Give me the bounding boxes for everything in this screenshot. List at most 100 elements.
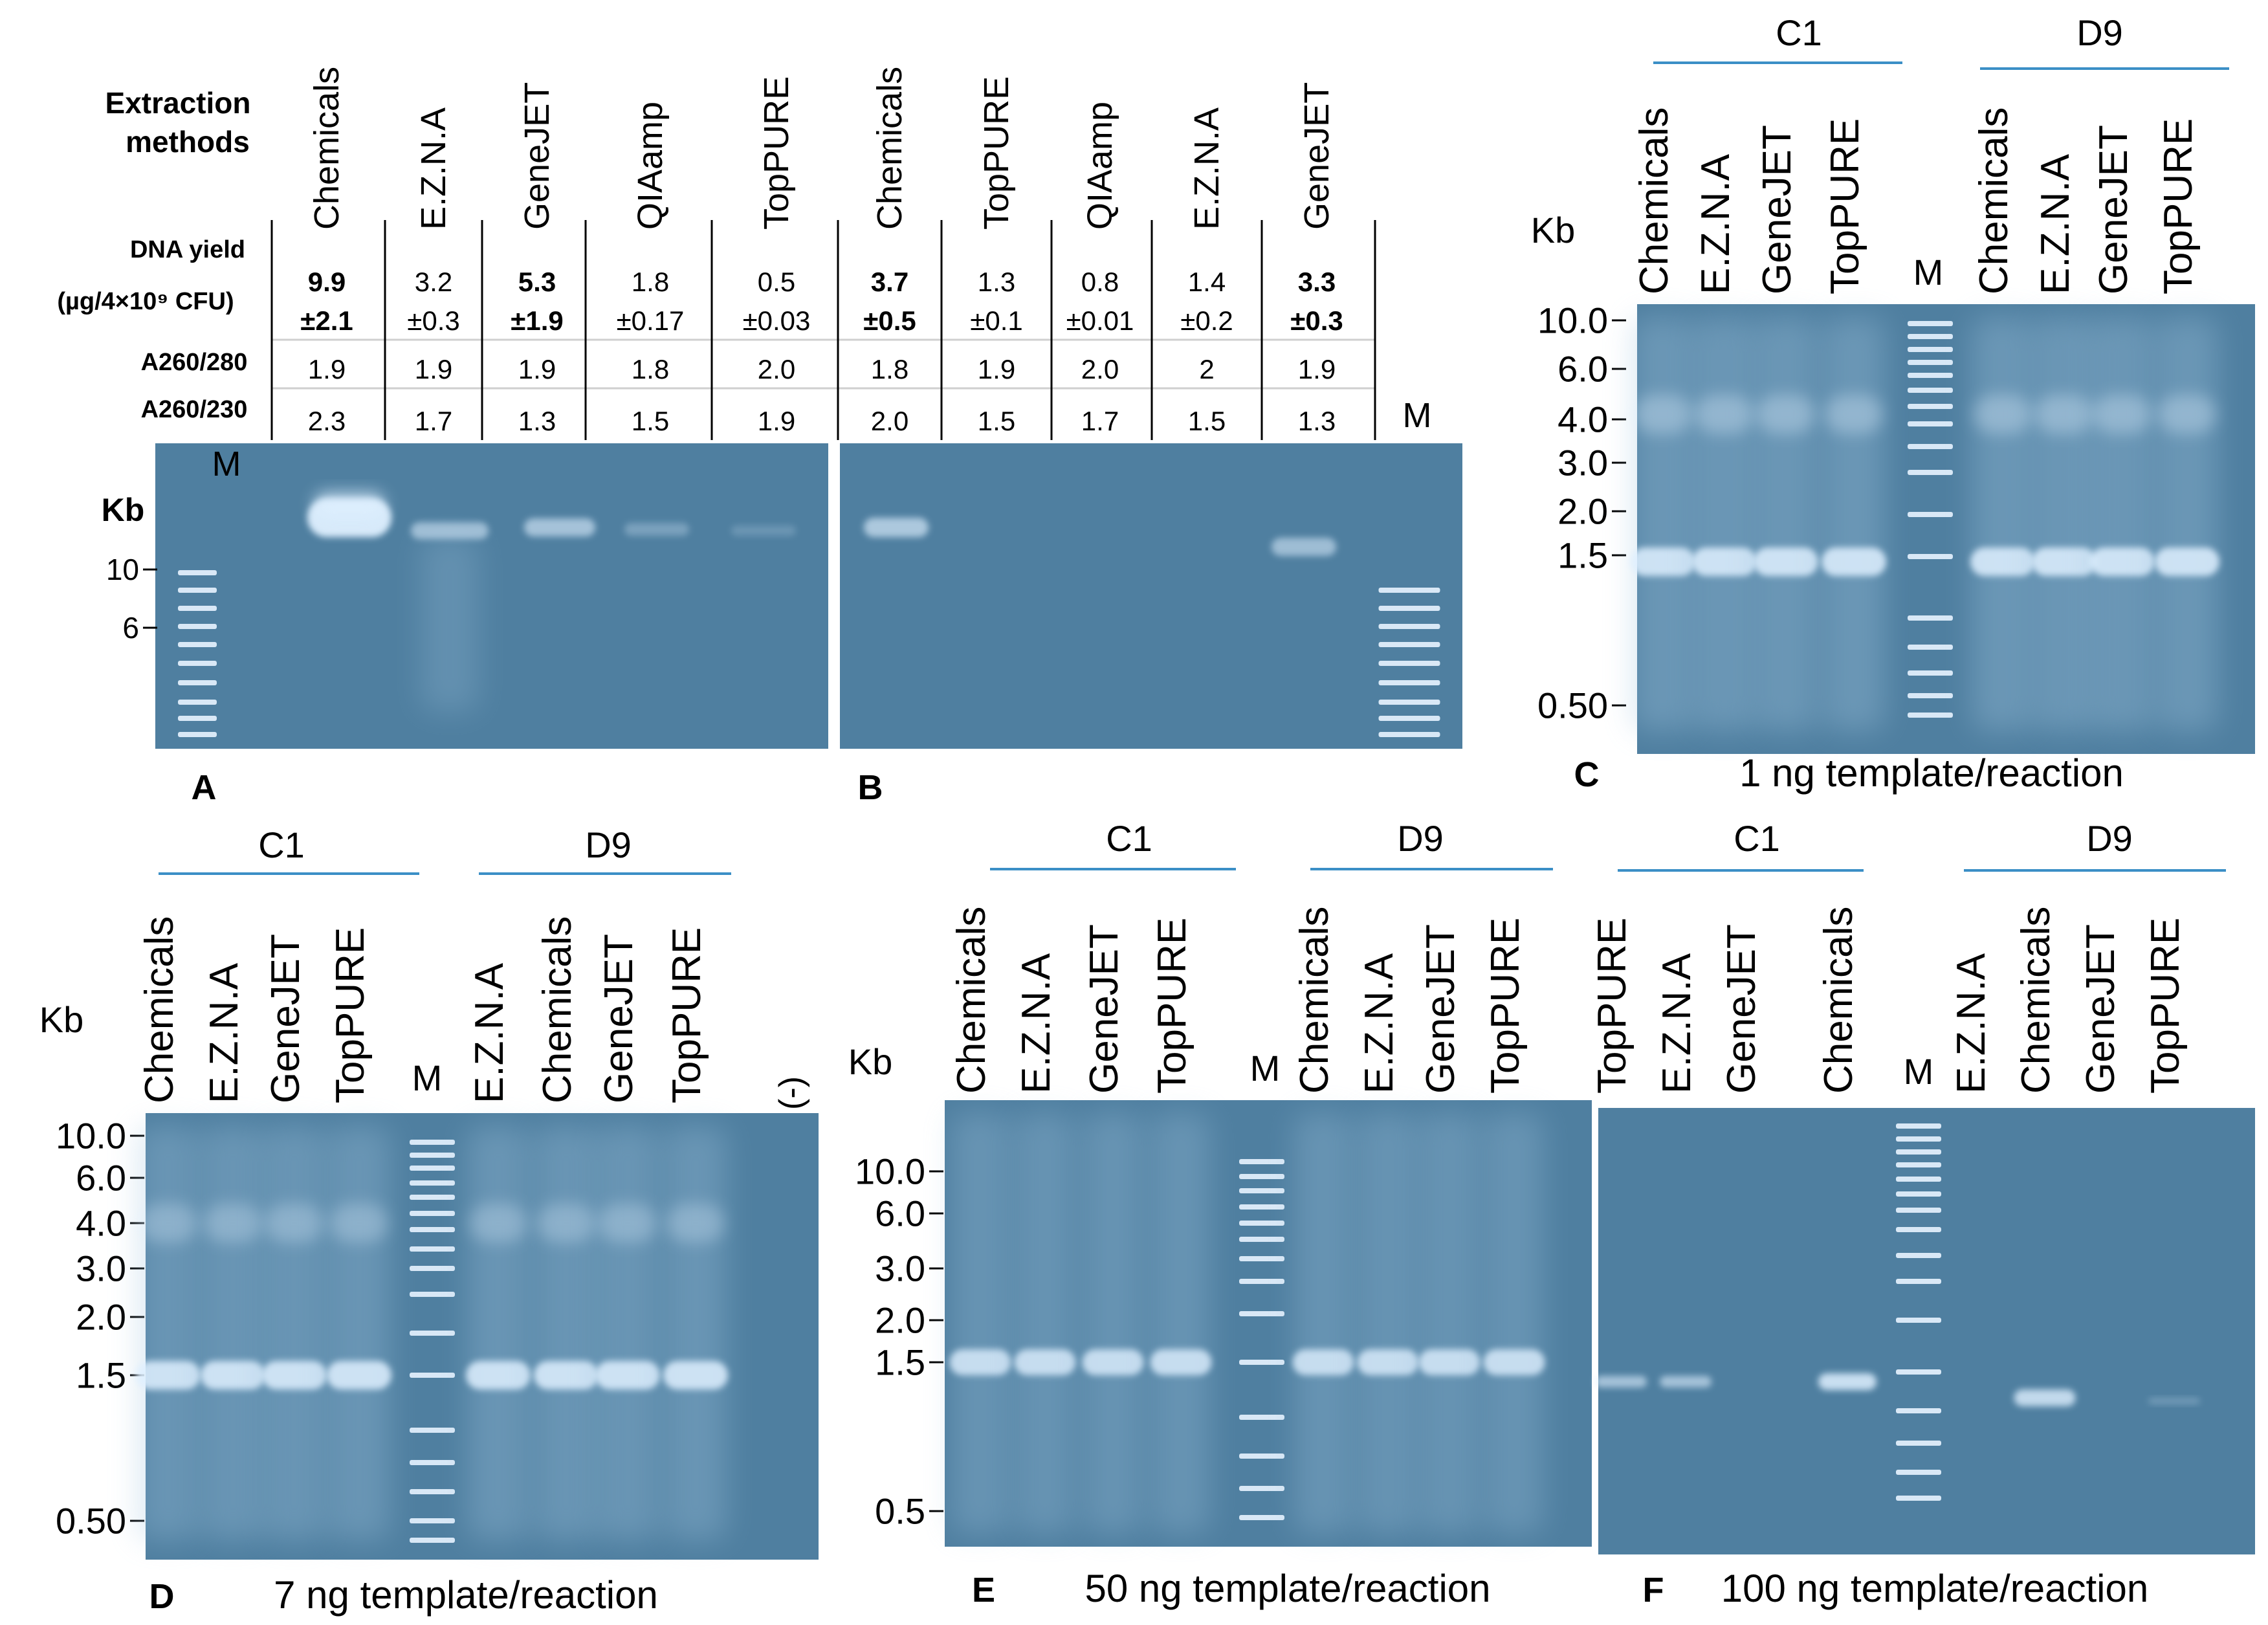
yield-value: 1.4	[1188, 267, 1226, 297]
dna-band	[1595, 1376, 1647, 1387]
dna-smear	[328, 1126, 390, 1540]
lane-label: Chemicals	[1632, 107, 1677, 294]
ladder-band	[410, 1153, 455, 1158]
kb-label-d: Kb	[39, 999, 84, 1040]
method-label: Chemicals	[307, 67, 346, 230]
lane-label: E.Z.N.A	[467, 962, 512, 1103]
lane-label: GeneJET	[2078, 924, 2123, 1094]
ladder-band	[1239, 1174, 1284, 1179]
yield-value: 3.2	[415, 267, 452, 297]
ladder-band	[1896, 1177, 1941, 1182]
dna-band	[1634, 395, 1692, 434]
marker-label-e: M	[1250, 1048, 1281, 1089]
dna-band	[2090, 547, 2155, 576]
dna-band	[1357, 1349, 1419, 1375]
lane-label: GeneJET	[2091, 125, 2136, 294]
ladder-band	[1896, 1318, 1941, 1323]
dna-smear	[1972, 317, 2034, 731]
ladder-band	[1239, 1237, 1284, 1242]
panel-letter-c: C	[1574, 755, 1600, 794]
panel-c: C1 D9 Kb M Chemicals E.Z.N.A GeneJET TopPUR…	[1531, 12, 2255, 795]
ladder-band	[1239, 1415, 1284, 1420]
ladder-band	[1378, 624, 1440, 629]
group-label-d9: D9	[2076, 12, 2123, 53]
dna-band	[1970, 547, 2035, 576]
tick-label-c: 3.0	[1558, 443, 1608, 483]
ladder-band	[1908, 444, 1953, 449]
ladder-band	[1378, 680, 1440, 685]
ladder-band	[410, 1292, 455, 1297]
dna-smear	[1755, 317, 1817, 731]
dna-band	[201, 1361, 265, 1389]
ladder-band	[410, 1538, 455, 1543]
ladder-band	[178, 680, 217, 685]
lane-label: GeneJET	[1082, 924, 1127, 1094]
ladder-band	[1896, 1470, 1941, 1475]
ladder-band	[1896, 1496, 1941, 1501]
a260-280-value: 1.9	[518, 354, 556, 384]
lane-label: TopPURE	[2143, 918, 2188, 1094]
tick-label-c: 1.5	[1558, 535, 1608, 576]
ladder-band	[1908, 321, 1953, 326]
ladder-band	[1908, 470, 1953, 475]
dna-band	[262, 1361, 327, 1389]
a260-280-label: A260/280	[141, 349, 248, 376]
dna-band	[265, 1204, 324, 1243]
lane-label: E.Z.N.A	[1655, 953, 1699, 1094]
a260-230-label: A260/230	[141, 396, 248, 423]
yield-value: 3.3	[1298, 267, 1336, 297]
lane-label: Chemicals	[2014, 907, 2058, 1094]
tick-label-c: 2.0	[1558, 491, 1608, 532]
lane-label: GeneJET	[263, 934, 308, 1103]
ladder-a	[178, 570, 217, 737]
dna-band	[949, 1349, 1011, 1375]
bands-e	[949, 1113, 1545, 1534]
ladder-band	[1908, 360, 1953, 365]
panel-letter-e: E	[972, 1571, 995, 1609]
ladder-band	[1896, 1279, 1941, 1284]
ladder-band	[1378, 716, 1440, 721]
a260-230-value: 1.7	[1081, 406, 1119, 436]
kb-label-c: Kb	[1531, 210, 1576, 250]
dna-band	[666, 1204, 725, 1243]
group-label-c1: C1	[1776, 12, 1822, 53]
dna-band	[2158, 395, 2216, 434]
ladder-band	[1239, 1256, 1284, 1261]
group-label-d9-f: D9	[2086, 818, 2133, 859]
dna-smear	[1485, 1113, 1543, 1534]
ladder-band	[410, 1227, 455, 1232]
dna-smear	[2156, 317, 2218, 731]
lane-label: TopPURE	[2156, 118, 2201, 294]
tick-label-c: 4.0	[1558, 399, 1608, 440]
panel-letter-b: B	[858, 768, 883, 807]
caption-d: 7 ng template/reaction	[274, 1573, 658, 1617]
a260-230-value: 1.5	[632, 406, 669, 436]
lane-label: TopPURE	[328, 927, 373, 1103]
a260-230-value: 2.3	[308, 406, 346, 436]
a260-280-value: 1.8	[632, 354, 669, 384]
tick-label-e: 6.0	[875, 1193, 925, 1234]
dna-band	[1974, 395, 2032, 434]
dna-smear	[1016, 1113, 1074, 1534]
dna-band	[624, 523, 689, 536]
ladder-band	[1896, 1136, 1941, 1142]
dna-band	[2155, 547, 2219, 576]
dna-band	[534, 1361, 599, 1389]
dna-band	[1754, 547, 1818, 576]
yield-value: 5.3	[518, 267, 556, 297]
ladder-band	[1908, 713, 1953, 718]
tick-label-d: 2.0	[76, 1297, 126, 1338]
dna-band	[1483, 1349, 1545, 1375]
ladder-band	[1896, 1162, 1941, 1167]
yield-value: 0.8	[1081, 267, 1119, 297]
ladder-band	[1908, 404, 1953, 409]
dna-smear	[1693, 317, 1756, 731]
ladder-band	[1378, 700, 1440, 705]
lane-label: TopPURE	[1483, 918, 1528, 1094]
bands-a	[307, 492, 796, 712]
tick-label-d: 0.50	[56, 1501, 126, 1542]
ladder-c	[1908, 321, 1953, 718]
yield-sd: ±2.1	[300, 305, 353, 336]
ladder-band	[1239, 1221, 1284, 1226]
